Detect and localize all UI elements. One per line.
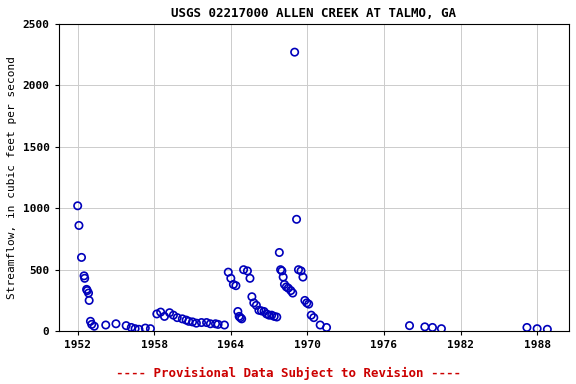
Point	[77, 254, 86, 260]
Point	[131, 326, 140, 332]
Point	[122, 323, 131, 329]
Point	[236, 314, 245, 321]
Point	[254, 307, 263, 313]
Point	[243, 268, 252, 274]
Point	[80, 275, 89, 281]
Point	[111, 321, 120, 327]
Point	[302, 300, 312, 306]
Point	[232, 283, 241, 289]
Point	[233, 308, 242, 314]
Point	[292, 216, 301, 222]
Point	[259, 308, 268, 314]
Text: ---- Provisional Data Subject to Revision ----: ---- Provisional Data Subject to Revisio…	[116, 367, 460, 380]
Point	[188, 319, 197, 325]
Point	[73, 203, 82, 209]
Point	[437, 326, 446, 332]
Point	[160, 313, 169, 319]
Point	[156, 309, 165, 315]
Point	[522, 324, 532, 331]
Point	[234, 313, 244, 319]
Point	[173, 314, 182, 321]
Point	[277, 268, 286, 274]
Point	[267, 312, 276, 318]
Point	[184, 318, 194, 324]
Point	[405, 323, 414, 329]
Point	[229, 281, 238, 288]
Point	[214, 321, 223, 328]
Point	[257, 308, 266, 314]
Point	[275, 250, 284, 256]
Point	[420, 324, 430, 330]
Point	[82, 288, 92, 294]
Point	[86, 318, 95, 324]
Point	[169, 312, 178, 318]
Point	[223, 269, 233, 275]
Point	[306, 312, 316, 318]
Point	[282, 284, 291, 290]
Point	[79, 273, 89, 279]
Point	[280, 281, 289, 288]
Point	[178, 316, 187, 322]
Y-axis label: Streamflow, in cubic feet per second: Streamflow, in cubic feet per second	[7, 56, 17, 299]
Point	[220, 322, 229, 328]
Point	[533, 326, 542, 332]
Point	[294, 266, 303, 273]
Point	[127, 324, 136, 331]
Point	[288, 290, 297, 296]
Point	[197, 319, 206, 326]
Point	[202, 319, 211, 326]
Point	[206, 321, 215, 327]
Point	[298, 274, 308, 280]
Point	[134, 326, 143, 333]
Point	[211, 321, 220, 327]
Point	[85, 297, 94, 303]
Point	[300, 297, 309, 303]
Point	[316, 322, 325, 328]
Point	[428, 324, 437, 331]
Point	[264, 312, 274, 318]
Point	[181, 317, 191, 323]
Point	[304, 301, 313, 307]
Point	[309, 314, 319, 321]
Point	[283, 285, 293, 291]
Point	[90, 323, 99, 329]
Point	[237, 316, 247, 322]
Point	[322, 324, 331, 331]
Point	[74, 222, 84, 228]
Point	[290, 49, 300, 55]
Point	[226, 275, 236, 281]
Point	[141, 325, 150, 331]
Point	[270, 313, 279, 319]
Point	[146, 326, 155, 332]
Point	[152, 311, 161, 317]
Point	[252, 302, 261, 308]
Point	[262, 311, 271, 317]
Point	[249, 300, 259, 306]
Point	[279, 274, 288, 280]
Point	[82, 286, 91, 293]
Point	[87, 321, 96, 328]
Point	[543, 326, 552, 333]
Point	[101, 322, 111, 328]
Title: USGS 02217000 ALLEN CREEK AT TALMO, GA: USGS 02217000 ALLEN CREEK AT TALMO, GA	[171, 7, 456, 20]
Point	[192, 320, 201, 326]
Point	[245, 275, 255, 281]
Point	[297, 268, 306, 274]
Point	[286, 288, 295, 294]
Point	[165, 310, 174, 316]
Point	[247, 294, 256, 300]
Point	[272, 314, 282, 320]
Point	[276, 266, 285, 273]
Point	[239, 266, 248, 273]
Point	[84, 290, 93, 296]
